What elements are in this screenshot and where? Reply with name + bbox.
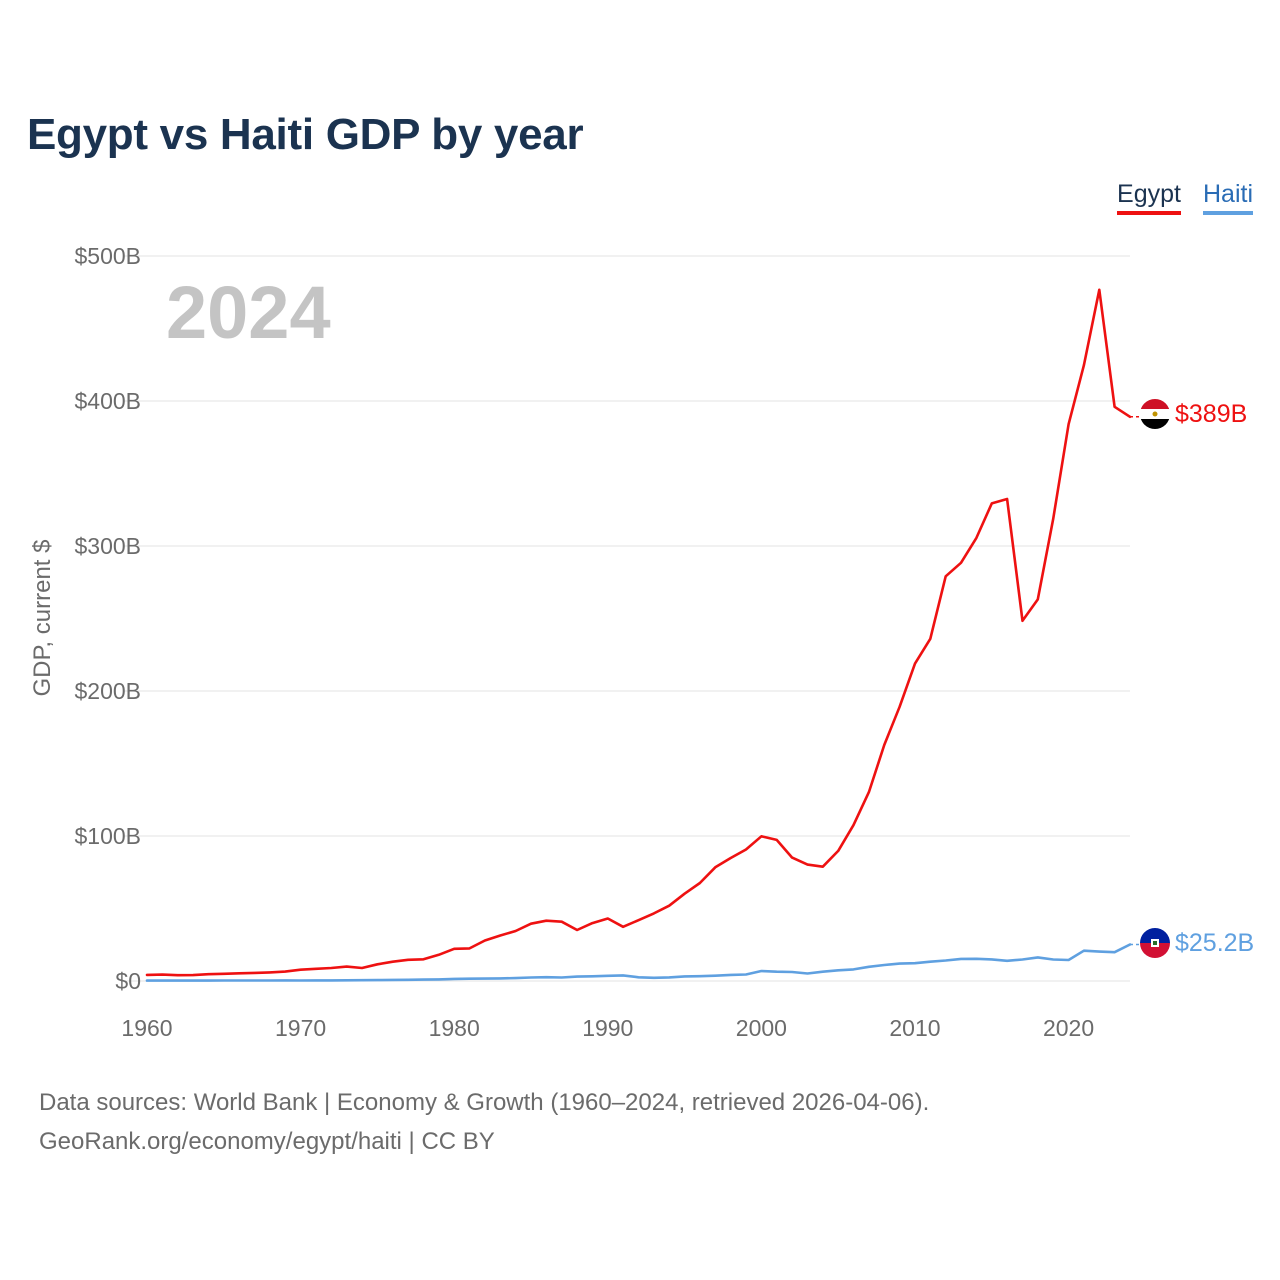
x-tick-label: 2010 xyxy=(889,1015,940,1041)
x-axis-ticks: 1960 1970 1980 1990 2000 2010 2020 xyxy=(121,1015,1094,1041)
y-tick-label: $200B xyxy=(74,678,141,704)
y-tick-label: $100B xyxy=(74,823,141,849)
legend-item-egypt[interactable]: Egypt xyxy=(1117,180,1181,215)
series-line-haiti xyxy=(145,943,1132,982)
y-tick-label: $400B xyxy=(74,388,141,414)
page-title: Egypt vs Haiti GDP by year xyxy=(27,110,584,159)
haiti-flag-icon xyxy=(1140,928,1170,958)
y-axis-ticks: $0 $100B $200B $300B $400B $500B xyxy=(74,243,141,994)
x-tick-label: 1960 xyxy=(121,1015,172,1041)
series-line-egypt xyxy=(145,288,1132,977)
gridlines xyxy=(123,255,1130,982)
legend: Egypt Haiti xyxy=(1117,180,1253,215)
x-tick-label: 2020 xyxy=(1043,1015,1094,1041)
source-line-1: Data sources: World Bank | Economy & Gro… xyxy=(39,1089,930,1116)
y-tick-label: $500B xyxy=(74,243,141,269)
legend-item-haiti[interactable]: Haiti xyxy=(1202,180,1253,215)
y-axis-label: GDP, current $ xyxy=(29,540,56,697)
y-tick-label: $0 xyxy=(115,968,141,994)
series-lines xyxy=(145,288,1140,982)
x-tick-label: 1970 xyxy=(275,1015,326,1041)
year-watermark: 2024 xyxy=(166,271,331,354)
x-tick-label: 1980 xyxy=(429,1015,480,1041)
source-note: Data sources: World Bank | Economy & Gro… xyxy=(39,1083,929,1161)
source-line-2[interactable]: GeoRank.org/economy/egypt/haiti | CC BY xyxy=(39,1128,495,1155)
x-tick-label: 2000 xyxy=(736,1015,787,1041)
egypt-end-value-label: $389B xyxy=(1175,400,1247,428)
egypt-flag-icon xyxy=(1140,399,1170,429)
y-tick-label: $300B xyxy=(74,533,141,559)
haiti-end-value-label: $25.2B xyxy=(1175,929,1254,957)
x-tick-label: 1990 xyxy=(582,1015,633,1041)
